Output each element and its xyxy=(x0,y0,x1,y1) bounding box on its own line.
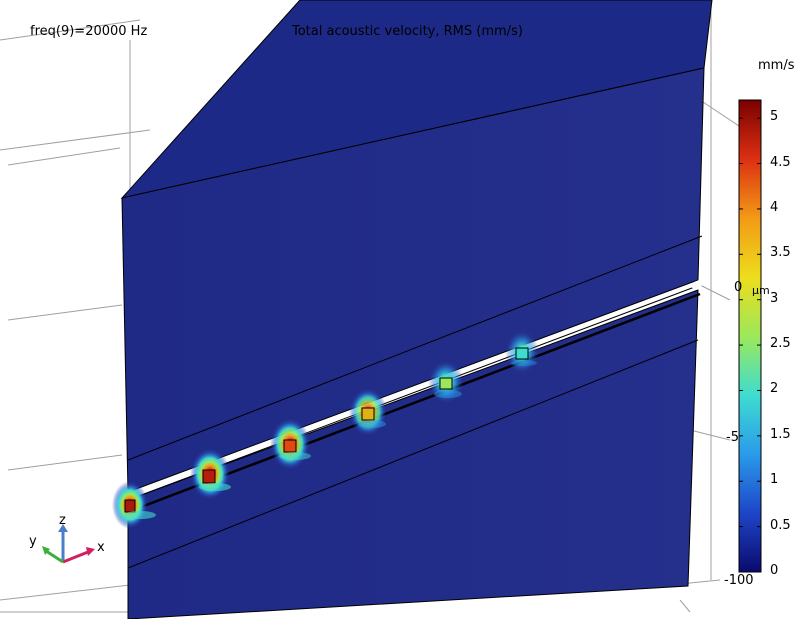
colorbar-tick-label: 3.5 xyxy=(770,245,791,261)
triad-x-label: x xyxy=(97,540,105,555)
electrode xyxy=(283,439,297,453)
axis-tick-zero: 0 xyxy=(734,280,743,295)
substrate-glow xyxy=(434,390,462,398)
colorbar-tick-label: 2.5 xyxy=(770,336,791,352)
electrode xyxy=(361,407,375,421)
y-axis-arrow xyxy=(45,549,64,564)
colorbar-tick-label: 5 xyxy=(770,109,779,125)
front-face-upper xyxy=(121,67,705,493)
colorbar-gradient xyxy=(738,99,762,573)
triad-z-label: z xyxy=(59,513,66,528)
triad-y-label: y xyxy=(29,534,37,549)
colorbar-unit: mm/s xyxy=(758,58,795,73)
axis-unit: µm xyxy=(752,284,770,297)
colorbar-tick-label: 0 xyxy=(770,563,779,578)
colorbar-tick-label: 4 xyxy=(770,199,779,215)
notch xyxy=(692,278,704,290)
colorbar-tick-marks xyxy=(739,117,761,573)
electrode xyxy=(202,469,216,484)
solid-block xyxy=(120,0,713,619)
colorbar-tick-label: 4.5 xyxy=(770,154,791,170)
axis-tick-minus-hundred: -100 xyxy=(724,573,754,588)
substrate-glow xyxy=(199,483,231,491)
colorbar-tick-label: 2 xyxy=(770,381,779,397)
substrate-glow xyxy=(124,511,156,519)
parameter-label: freq(9)=20000 Hz xyxy=(30,24,148,39)
layer-line xyxy=(127,339,699,569)
hotspots xyxy=(112,330,539,529)
x-axis-arrow xyxy=(62,550,89,564)
substrate-glow xyxy=(358,420,386,428)
substrate-glow xyxy=(279,452,311,460)
colorbar xyxy=(738,99,762,573)
substrate-glow xyxy=(511,360,537,366)
colorbar-tick-label: 3 xyxy=(770,290,779,306)
electrode xyxy=(515,347,529,360)
colorbar-tick-label: 0.5 xyxy=(770,517,791,533)
colorbar-tick-label: 1.5 xyxy=(770,426,791,442)
axis-triad xyxy=(42,524,95,564)
electrode xyxy=(124,499,136,513)
plot-title: Total acoustic velocity, RMS (mm/s) xyxy=(292,24,523,39)
electrode xyxy=(439,377,453,390)
layer-line xyxy=(127,235,703,461)
axis-tick-minus-five: -5 xyxy=(726,430,739,445)
colorbar-tick-label: 1 xyxy=(770,472,779,488)
